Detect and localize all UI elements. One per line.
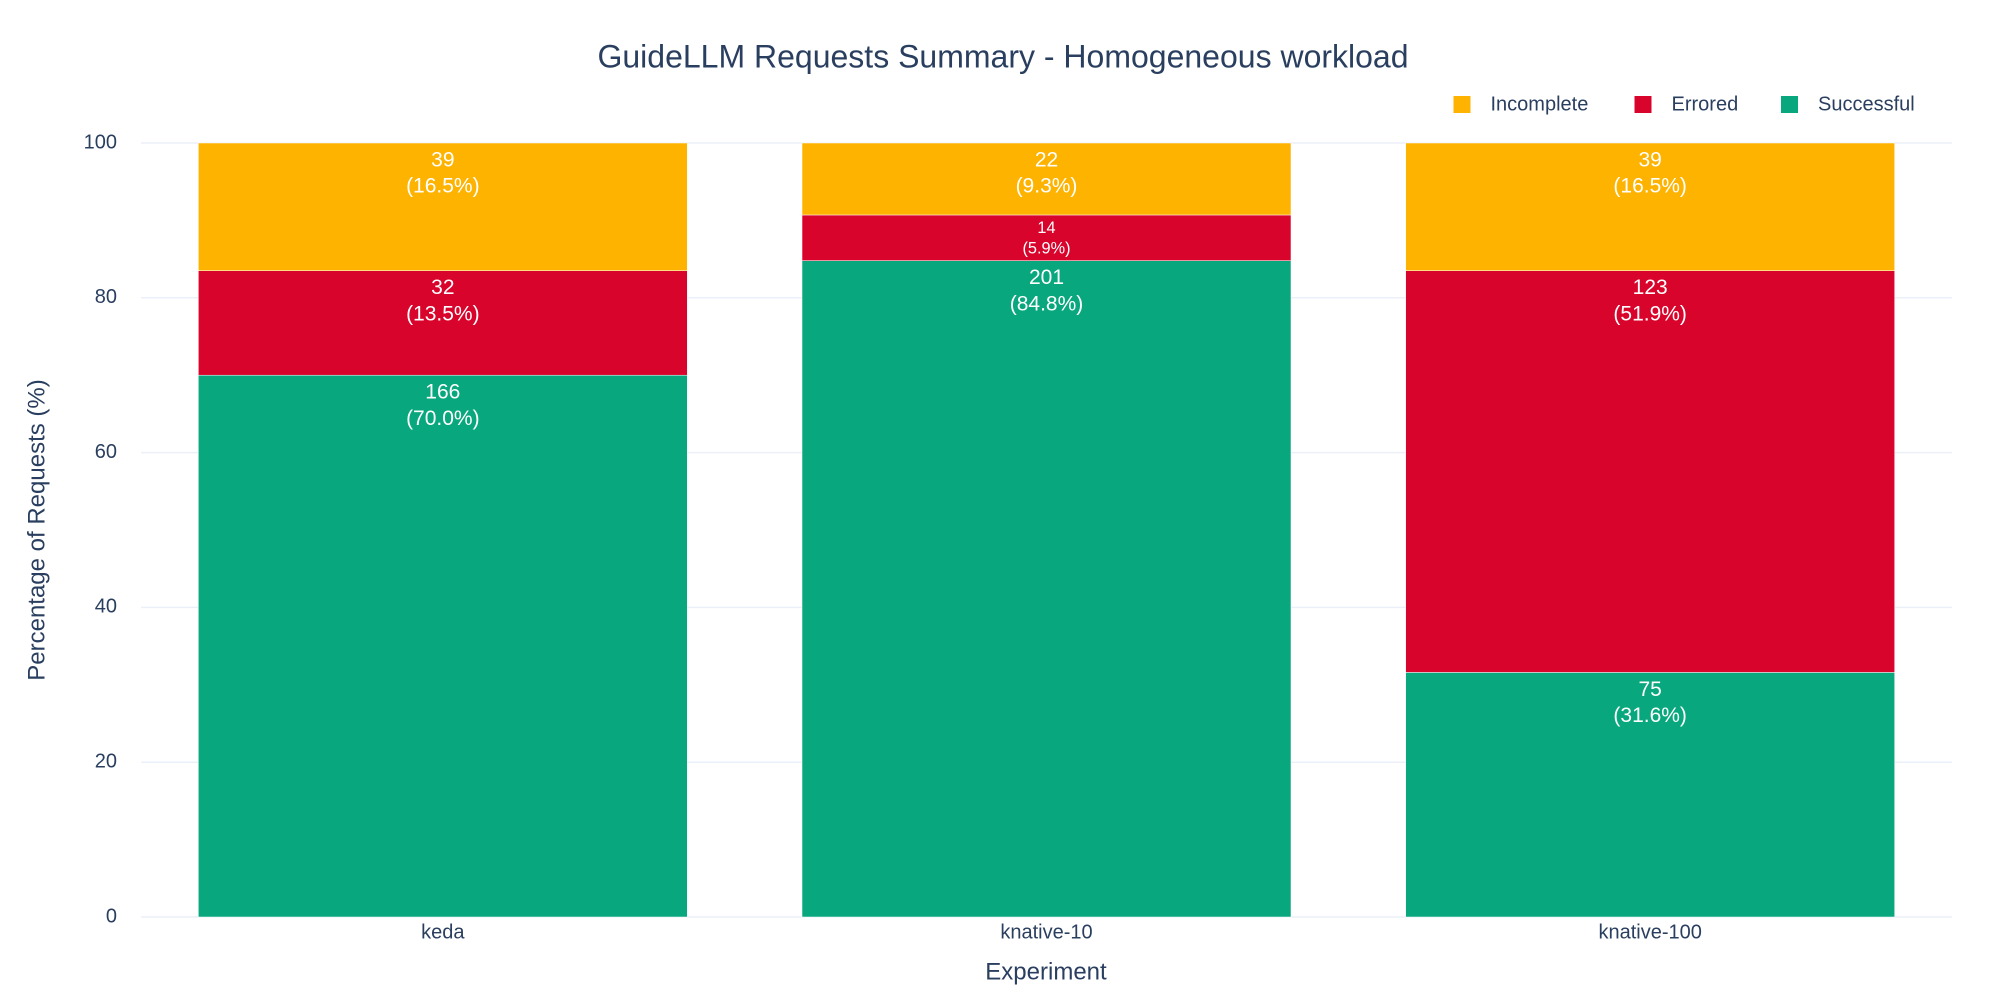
x-tick-label: keda xyxy=(421,921,465,943)
data-label-count: 39 xyxy=(1638,148,1661,171)
data-label-percent: (13.5%) xyxy=(406,302,480,325)
y-tick-label: 100 xyxy=(84,131,117,153)
y-tick-label: 0 xyxy=(106,905,117,927)
data-label-percent: (31.6%) xyxy=(1613,704,1687,727)
data-label-percent: (84.8%) xyxy=(1010,292,1084,315)
data-label-percent: (5.9%) xyxy=(1023,240,1071,258)
x-axis-title: Experiment xyxy=(985,958,1107,985)
legend-label: Incomplete xyxy=(1491,93,1589,115)
data-label-percent: (51.9%) xyxy=(1613,302,1687,325)
data-label-count: 39 xyxy=(431,148,454,171)
bar-segment xyxy=(1405,142,1895,271)
x-tick-label: knative-10 xyxy=(1000,921,1092,943)
y-tick-label: 60 xyxy=(95,441,117,463)
legend-label: Errored xyxy=(1672,93,1739,115)
bar-segment xyxy=(198,374,688,918)
data-label-count: 22 xyxy=(1035,148,1058,171)
data-label-percent: (16.5%) xyxy=(1613,175,1687,198)
legend-swatch xyxy=(1634,96,1652,113)
bar-segment xyxy=(801,260,1292,918)
bar-segment xyxy=(198,270,688,376)
y-tick-label: 20 xyxy=(95,750,117,772)
y-axis-title: Percentage of Requests (%) xyxy=(23,379,50,681)
data-label-count: 14 xyxy=(1037,219,1055,237)
y-tick-label: 80 xyxy=(95,286,117,308)
data-label-count: 166 xyxy=(425,381,460,404)
legend-label: Successful xyxy=(1818,93,1915,115)
chart-title: GuideLLM Requests Summary - Homogeneous … xyxy=(597,38,1408,74)
bar-segment xyxy=(801,142,1292,216)
legend-swatch xyxy=(1453,96,1471,113)
data-label-count: 32 xyxy=(431,276,454,299)
data-label-count: 123 xyxy=(1633,276,1668,299)
bar-segment xyxy=(1405,270,1895,673)
data-label-count: 201 xyxy=(1029,266,1064,289)
data-label-count: 75 xyxy=(1638,678,1661,701)
bar-segment xyxy=(1405,672,1895,918)
data-label-percent: (70.0%) xyxy=(406,407,480,430)
legend-swatch xyxy=(1781,96,1798,113)
data-label-percent: (16.5%) xyxy=(406,175,480,198)
bar-segment xyxy=(801,214,1292,261)
bar-segment xyxy=(198,142,688,271)
y-tick-label: 40 xyxy=(95,596,117,618)
x-tick-label: knative-100 xyxy=(1598,921,1701,943)
data-label-percent: (9.3%) xyxy=(1016,175,1078,198)
